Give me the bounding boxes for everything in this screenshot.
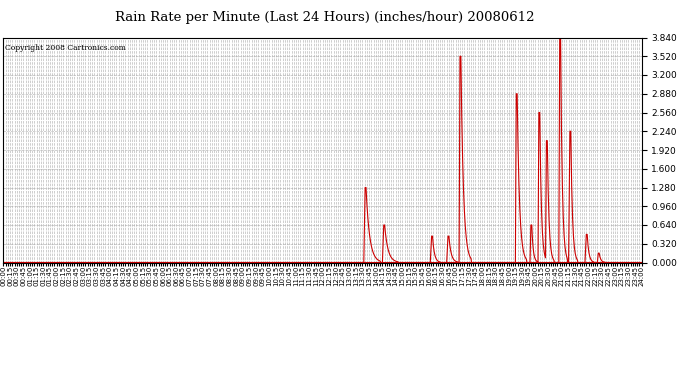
- Text: Copyright 2008 Cartronics.com: Copyright 2008 Cartronics.com: [5, 44, 126, 52]
- Text: Rain Rate per Minute (Last 24 Hours) (inches/hour) 20080612: Rain Rate per Minute (Last 24 Hours) (in…: [115, 11, 534, 24]
